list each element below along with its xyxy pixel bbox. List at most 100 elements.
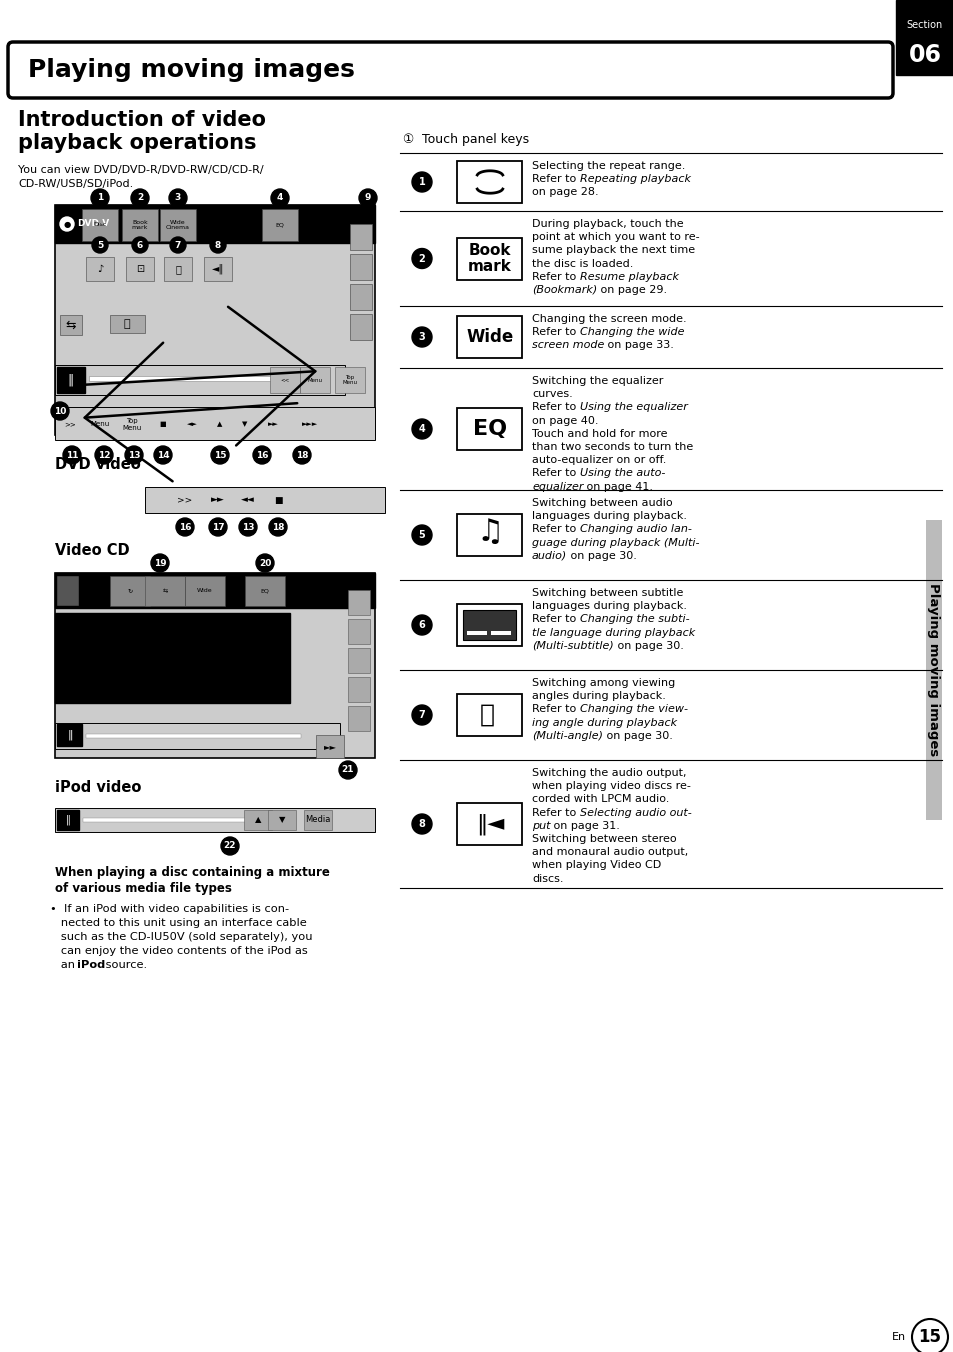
Text: CD-RW/USB/SD/iPod.: CD-RW/USB/SD/iPod. — [18, 178, 133, 189]
Text: •  If an iPod with video capabilities is con-: • If an iPod with video capabilities is … — [50, 904, 289, 914]
Text: Wide
Cinema: Wide Cinema — [166, 220, 190, 230]
Text: 1: 1 — [97, 193, 103, 203]
Text: and monaural audio output,: and monaural audio output, — [532, 848, 687, 857]
Text: 7: 7 — [418, 710, 425, 721]
Text: ⊡: ⊡ — [135, 264, 144, 274]
Text: ‖: ‖ — [68, 373, 74, 387]
Text: 1: 1 — [418, 177, 425, 187]
Text: Switching between audio: Switching between audio — [532, 498, 672, 508]
Text: Wide: Wide — [197, 588, 213, 594]
FancyBboxPatch shape — [164, 257, 192, 281]
Circle shape — [91, 189, 109, 207]
FancyBboxPatch shape — [60, 315, 82, 335]
Text: corded with LPCM audio.: corded with LPCM audio. — [532, 795, 669, 804]
Text: ⇆: ⇆ — [66, 319, 76, 331]
Text: audio): audio) — [532, 550, 567, 561]
Circle shape — [269, 518, 287, 535]
FancyBboxPatch shape — [268, 810, 295, 830]
Text: ♪: ♪ — [97, 264, 103, 274]
FancyBboxPatch shape — [55, 206, 375, 243]
FancyBboxPatch shape — [185, 576, 225, 606]
Circle shape — [211, 446, 229, 464]
Text: Refer to: Refer to — [532, 807, 579, 818]
Text: when playing video discs re-: when playing video discs re- — [532, 781, 690, 791]
Text: 13: 13 — [241, 522, 254, 531]
Text: when playing Video CD: when playing Video CD — [532, 860, 660, 871]
Text: 8: 8 — [418, 819, 425, 829]
Text: 4: 4 — [418, 425, 425, 434]
Text: Touch panel keys: Touch panel keys — [414, 132, 529, 146]
Text: Menu: Menu — [307, 377, 322, 383]
Circle shape — [412, 419, 432, 439]
Text: on page 31.: on page 31. — [550, 821, 619, 830]
FancyBboxPatch shape — [83, 818, 288, 822]
FancyBboxPatch shape — [350, 254, 372, 280]
FancyBboxPatch shape — [57, 366, 85, 393]
Text: 06: 06 — [907, 43, 941, 68]
Text: on page 28.: on page 28. — [532, 188, 598, 197]
Text: EQ: EQ — [473, 419, 507, 439]
FancyBboxPatch shape — [335, 366, 365, 393]
FancyBboxPatch shape — [55, 206, 375, 435]
Text: Playing moving images: Playing moving images — [28, 58, 355, 82]
FancyBboxPatch shape — [299, 366, 330, 393]
Circle shape — [412, 249, 432, 269]
FancyBboxPatch shape — [270, 366, 299, 393]
Text: ①: ① — [401, 132, 413, 146]
Text: Book
mark: Book mark — [132, 220, 148, 230]
Circle shape — [51, 402, 69, 420]
FancyBboxPatch shape — [457, 408, 522, 450]
Text: ■: ■ — [274, 495, 282, 504]
FancyBboxPatch shape — [145, 487, 385, 512]
Text: Changing the wide: Changing the wide — [579, 327, 683, 337]
Circle shape — [412, 525, 432, 545]
Text: ●: ● — [63, 658, 71, 668]
Text: Switching between stereo: Switching between stereo — [532, 834, 676, 844]
Text: Video CD: Video CD — [55, 544, 130, 558]
Text: 18: 18 — [295, 450, 308, 460]
Circle shape — [338, 761, 356, 779]
Text: 14: 14 — [156, 450, 169, 460]
FancyBboxPatch shape — [491, 631, 511, 635]
FancyBboxPatch shape — [467, 631, 487, 635]
FancyBboxPatch shape — [457, 316, 522, 358]
FancyBboxPatch shape — [110, 315, 145, 333]
Text: (Multi-subtitle): (Multi-subtitle) — [532, 641, 613, 650]
Text: point at which you want to re-: point at which you want to re- — [532, 233, 699, 242]
FancyBboxPatch shape — [457, 161, 522, 203]
Circle shape — [153, 446, 172, 464]
Text: 13: 13 — [128, 450, 140, 460]
Circle shape — [60, 218, 74, 231]
Circle shape — [293, 446, 311, 464]
Text: ♪: ♪ — [64, 618, 70, 627]
Text: on page 30.: on page 30. — [567, 550, 637, 561]
FancyBboxPatch shape — [55, 407, 375, 439]
Text: You can view DVD/DVD-R/DVD-RW/CD/CD-R/: You can view DVD/DVD-R/DVD-RW/CD/CD-R/ — [18, 165, 263, 174]
FancyBboxPatch shape — [55, 365, 345, 395]
Text: 18: 18 — [272, 522, 284, 531]
Text: angles during playback.: angles during playback. — [532, 691, 665, 702]
Text: 15: 15 — [918, 1328, 941, 1347]
FancyBboxPatch shape — [89, 376, 304, 381]
Text: ▼: ▼ — [278, 815, 285, 825]
Circle shape — [911, 1320, 947, 1352]
Text: Top
Menu: Top Menu — [122, 418, 141, 430]
Text: an: an — [50, 960, 78, 969]
Text: put: put — [532, 821, 550, 830]
Text: ◄‖: ◄‖ — [212, 264, 224, 274]
Circle shape — [209, 518, 227, 535]
FancyBboxPatch shape — [348, 619, 370, 644]
Text: ♫: ♫ — [476, 519, 503, 548]
Circle shape — [151, 554, 169, 572]
Text: When playing a disc containing a mixture: When playing a disc containing a mixture — [55, 867, 330, 879]
Circle shape — [210, 237, 226, 253]
Text: EQ: EQ — [260, 588, 269, 594]
Text: playback operations: playback operations — [18, 132, 256, 153]
Text: screen mode: screen mode — [532, 341, 604, 350]
FancyBboxPatch shape — [82, 210, 118, 241]
Text: <<: << — [280, 377, 290, 383]
FancyBboxPatch shape — [55, 573, 375, 758]
Circle shape — [255, 554, 274, 572]
Text: than two seconds to turn the: than two seconds to turn the — [532, 442, 693, 452]
FancyBboxPatch shape — [126, 257, 153, 281]
